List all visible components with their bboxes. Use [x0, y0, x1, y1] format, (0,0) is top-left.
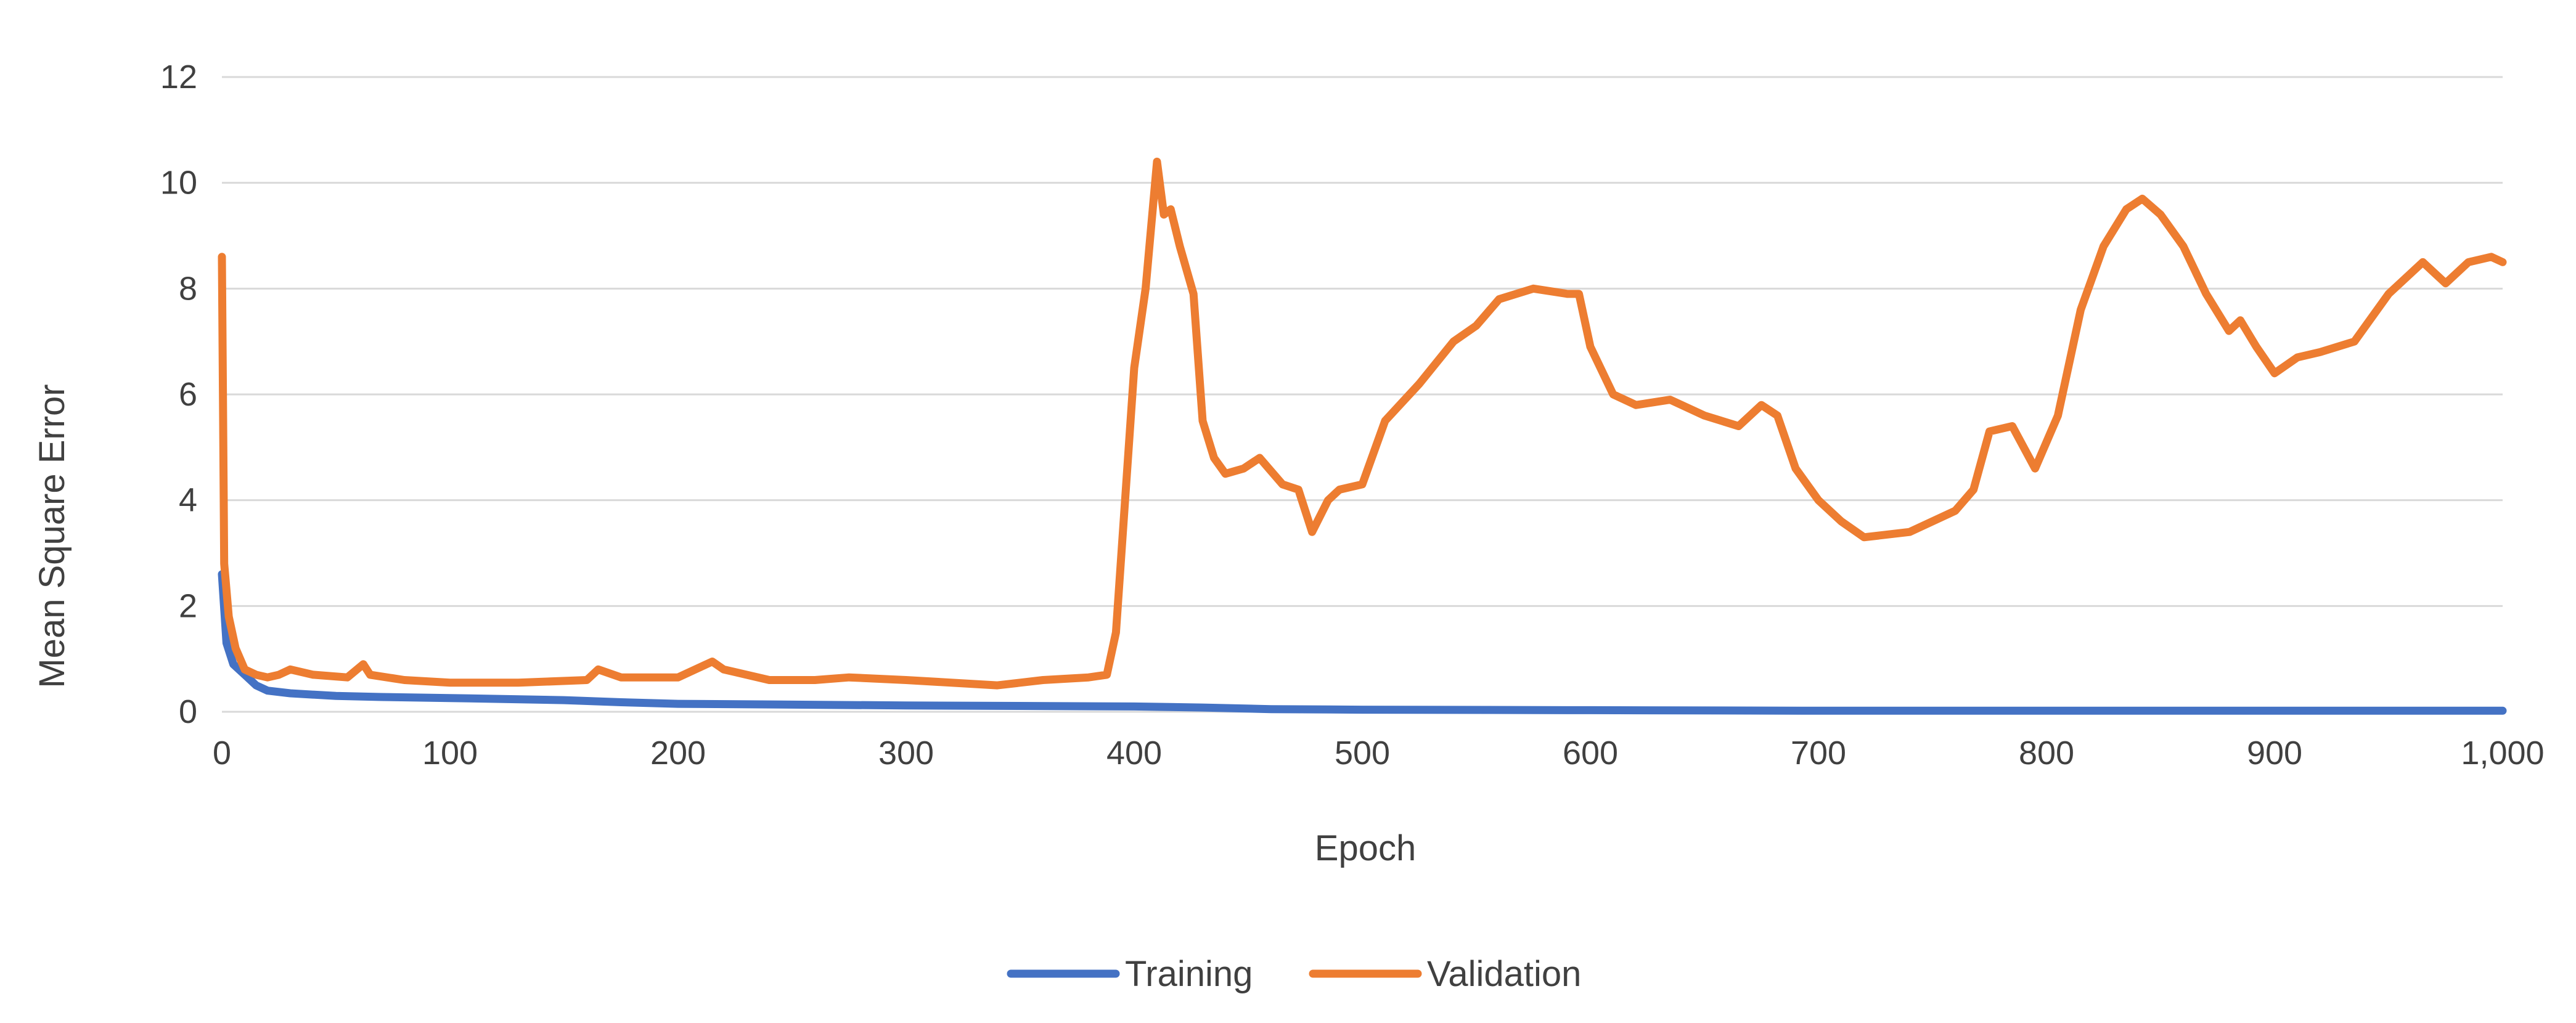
y-tick-label: 10	[160, 165, 197, 202]
x-tick-label: 700	[1791, 735, 1846, 772]
x-tick-label: 900	[2247, 735, 2302, 772]
legend-label-validation: Validation	[1427, 954, 1581, 994]
series-line-validation	[218, 157, 2507, 690]
x-tick-label: 200	[650, 735, 706, 772]
y-tick-label: 2	[179, 587, 197, 624]
x-axis-tick-labels: 0 100 200 300 400 500 600 700 800 900 1,000	[213, 735, 2545, 772]
y-tick-label: 4	[179, 482, 197, 519]
gridlines	[222, 76, 2503, 607]
series-line-training	[218, 570, 2507, 715]
x-tick-label: 1,000	[2461, 735, 2544, 772]
legend-label-training: Training	[1125, 954, 1253, 994]
x-tick-label: 0	[213, 735, 231, 772]
x-tick-label: 600	[1563, 735, 1618, 772]
y-tick-label: 6	[179, 376, 197, 413]
x-axis-title: Epoch	[1315, 828, 1416, 868]
y-axis-title: Mean Square Error	[32, 384, 72, 688]
x-tick-label: 400	[1106, 735, 1162, 772]
y-tick-label: 0	[179, 693, 197, 730]
series-lines	[218, 157, 2507, 715]
y-axis-tick-labels: 0 2 4 6 8 10 12	[160, 59, 197, 730]
legend: Training Validation	[1007, 954, 1581, 994]
x-tick-label: 800	[2019, 735, 2074, 772]
x-tick-label: 300	[878, 735, 934, 772]
y-tick-label: 8	[179, 270, 197, 307]
y-tick-label: 12	[160, 59, 197, 96]
x-tick-label: 100	[422, 735, 478, 772]
x-tick-label: 500	[1335, 735, 1390, 772]
